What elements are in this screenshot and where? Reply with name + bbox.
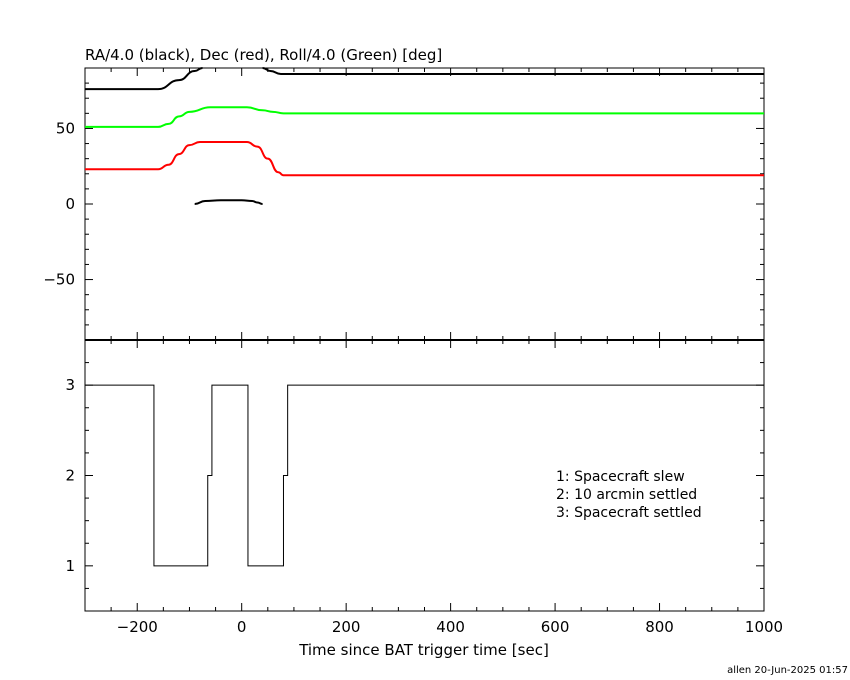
y-tick-label-top: 0 bbox=[65, 195, 75, 213]
legend-item-2: 2: 10 arcmin settled bbox=[556, 487, 697, 503]
y-tick-label-bottom: 1 bbox=[65, 557, 75, 575]
x-tick-label: −200 bbox=[117, 618, 158, 636]
footer-credit: allen 20-Jun-2025 01:57 bbox=[727, 665, 848, 676]
legend-item-3: 3: Spacecraft settled bbox=[556, 505, 702, 521]
x-tick-label: 400 bbox=[436, 618, 465, 636]
series-line-roll-4 bbox=[85, 106, 764, 128]
y-tick-label-bottom: 2 bbox=[65, 467, 75, 485]
x-axis-label: Time since BAT trigger time [sec] bbox=[298, 641, 549, 659]
top-panel: −50 0 50 bbox=[43, 67, 765, 341]
x-tick-label: 1000 bbox=[745, 618, 783, 636]
chart-title: RA/4.0 (black), Dec (red), Roll/4.0 (Gre… bbox=[85, 46, 442, 64]
series-line-ra-0 bbox=[85, 67, 203, 91]
settle-status-line bbox=[85, 384, 764, 567]
y-tick-label-top: −50 bbox=[43, 271, 75, 289]
y-tick-label-bottom: 3 bbox=[65, 376, 75, 394]
bottom-panel-ticks: −200 0 200 400 600 800 1000 1 2 3 bbox=[65, 339, 783, 636]
x-tick-label: 0 bbox=[237, 618, 247, 636]
x-tick-label: 800 bbox=[645, 618, 674, 636]
series-line-dec-3 bbox=[84, 141, 764, 177]
series-line-ra-1 bbox=[194, 199, 263, 205]
legend: 1: Spacecraft slew 2: 10 arcmin settled … bbox=[556, 469, 702, 521]
bottom-panel: −200 0 200 400 600 800 1000 1 2 3 bbox=[65, 339, 783, 636]
legend-item-1: 1: Spacecraft slew bbox=[556, 469, 685, 485]
top-panel-ticks: −50 0 50 bbox=[43, 67, 765, 340]
x-tick-label: 200 bbox=[332, 618, 361, 636]
x-tick-label: 600 bbox=[541, 618, 570, 636]
top-panel-frame bbox=[84, 67, 765, 341]
y-tick-label-top: 50 bbox=[56, 119, 75, 137]
bottom-panel-series bbox=[85, 384, 764, 567]
top-panel-series bbox=[84, 67, 764, 205]
series-line-ra-2 bbox=[262, 67, 764, 76]
